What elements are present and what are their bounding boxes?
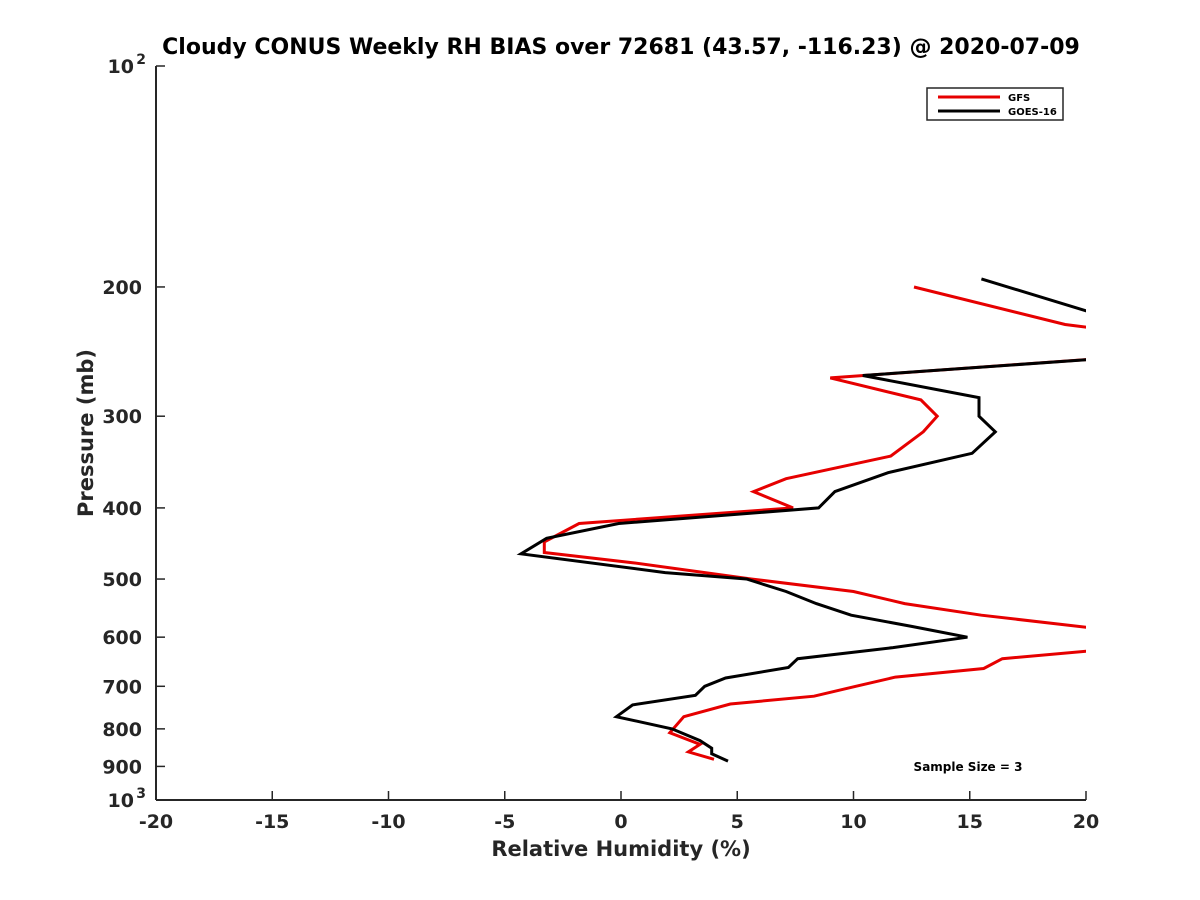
y-tick-label-base: 10	[108, 790, 134, 812]
sample-size-annotation: Sample Size = 3	[914, 760, 1023, 774]
y-axis-label: Pressure (mb)	[74, 349, 98, 517]
legend-box	[926, 87, 1064, 121]
x-tick-label: 5	[731, 811, 744, 833]
x-axis-label: Relative Humidity (%)	[491, 837, 750, 861]
y-tick-label: 200	[102, 277, 142, 299]
y-tick-label-exponent: 3	[136, 786, 146, 802]
x-tick-label: 20	[1073, 811, 1099, 833]
y-tick-label-exponent: 2	[136, 52, 146, 68]
y-tick-label: 800	[102, 719, 142, 741]
y-tick-label: 700	[102, 676, 142, 698]
x-tick-label: -5	[494, 811, 515, 833]
y-tick-label-power: 10	[108, 56, 134, 78]
x-ticks: -20 -15 -10 -5 0 5 10 15 20	[139, 791, 1099, 833]
series-line-gfs	[542, 285, 1086, 761]
y-tick-label-base: 10	[108, 56, 134, 78]
x-tick-label: -15	[255, 811, 289, 833]
x-tick-label: 0	[614, 811, 627, 833]
plot-area	[156, 66, 1086, 800]
legend: GFS GOES-16	[926, 87, 1064, 121]
plot-series-group	[516, 277, 1086, 763]
y-tick-label: 300	[102, 406, 142, 428]
y-tick-label: 900	[102, 756, 142, 778]
y-tick-label: 500	[102, 569, 142, 591]
y-tick-label: 400	[102, 498, 142, 520]
x-tick-label: 10	[840, 811, 866, 833]
legend-gfs-label: GFS	[1008, 93, 1030, 104]
y-tick-label: 600	[102, 627, 142, 649]
legend-goes16-label: GOES-16	[1008, 107, 1057, 118]
chart-title: Cloudy CONUS Weekly RH BIAS over 72681 (…	[162, 35, 1080, 60]
x-tick-label: -20	[139, 811, 173, 833]
x-tick-label: 15	[957, 811, 983, 833]
x-tick-label: -10	[371, 811, 405, 833]
y-tick-label-power: 10	[108, 790, 134, 812]
series-line-goes-16	[516, 277, 1086, 763]
